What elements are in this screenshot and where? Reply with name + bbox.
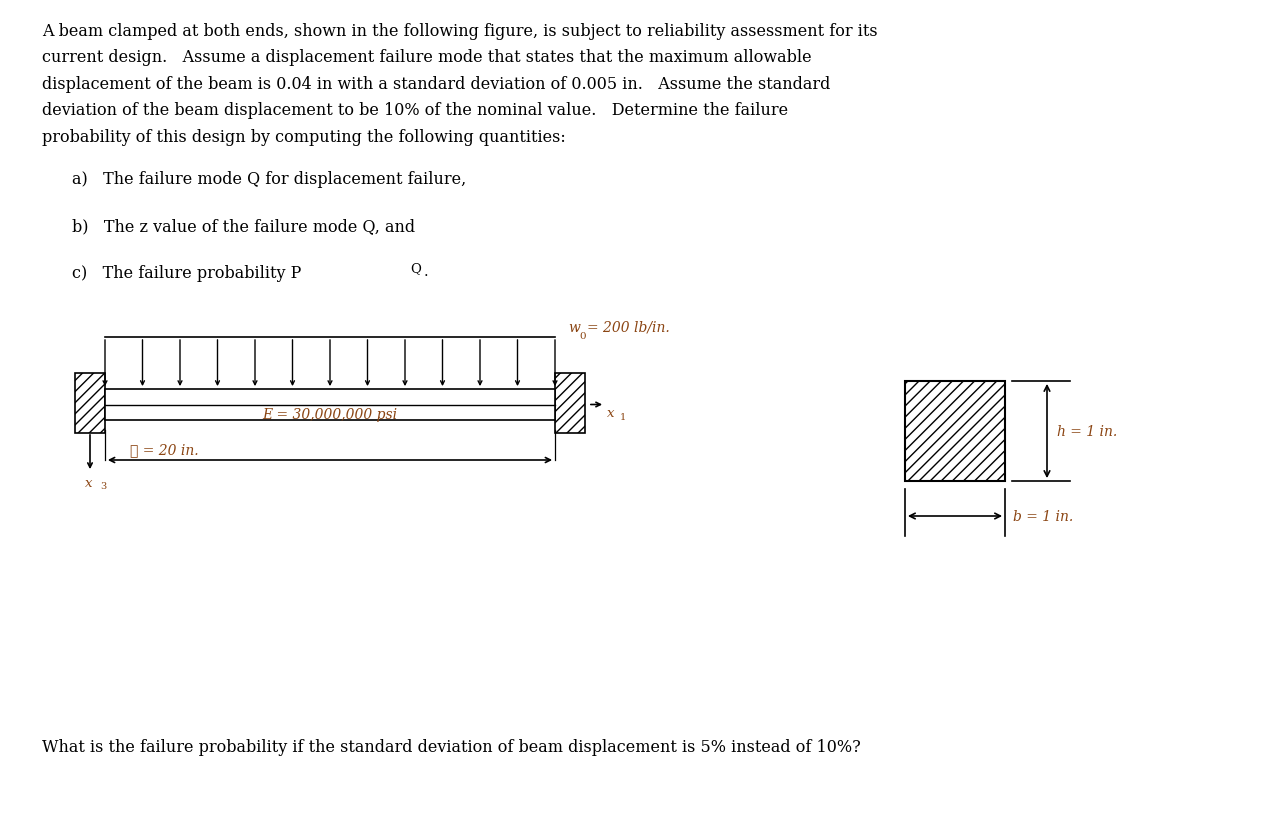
Text: b)   The z value of the failure mode Q, and: b) The z value of the failure mode Q, an… xyxy=(72,218,415,235)
Text: .: . xyxy=(424,265,429,279)
Text: x: x xyxy=(85,476,92,490)
Text: 3: 3 xyxy=(100,481,107,490)
Text: What is the failure probability if the standard deviation of beam displacement i: What is the failure probability if the s… xyxy=(42,739,860,755)
Text: 1: 1 xyxy=(620,413,627,422)
Text: 0: 0 xyxy=(579,332,586,341)
Text: current design.   Assume a displacement failure mode that states that the maximu: current design. Assume a displacement fa… xyxy=(42,50,811,66)
Text: E = 30,000,000 psi: E = 30,000,000 psi xyxy=(262,408,398,422)
Text: Q: Q xyxy=(410,261,421,275)
Text: = 200 lb/in.: = 200 lb/in. xyxy=(587,321,670,335)
Bar xyxy=(905,381,1005,481)
Bar xyxy=(555,374,586,433)
Text: A beam clamped at both ends, shown in the following figure, is subject to reliab: A beam clamped at both ends, shown in th… xyxy=(42,23,878,40)
Text: probability of this design by computing the following quantities:: probability of this design by computing … xyxy=(42,129,566,146)
Text: h = 1 in.: h = 1 in. xyxy=(1057,424,1117,438)
Bar xyxy=(74,374,105,433)
Text: w: w xyxy=(568,321,580,335)
Text: a)   The failure mode Q for displacement failure,: a) The failure mode Q for displacement f… xyxy=(72,171,466,188)
Text: b = 1 in.: b = 1 in. xyxy=(1013,509,1073,523)
Text: c)   The failure probability P: c) The failure probability P xyxy=(72,265,302,282)
Bar xyxy=(105,390,555,420)
Text: ℓ = 20 in.: ℓ = 20 in. xyxy=(130,442,199,457)
Text: displacement of the beam is 0.04 in with a standard deviation of 0.005 in.   Ass: displacement of the beam is 0.04 in with… xyxy=(42,76,831,93)
Text: x: x xyxy=(607,407,615,420)
Text: deviation of the beam displacement to be 10% of the nominal value.   Determine t: deviation of the beam displacement to be… xyxy=(42,103,788,119)
